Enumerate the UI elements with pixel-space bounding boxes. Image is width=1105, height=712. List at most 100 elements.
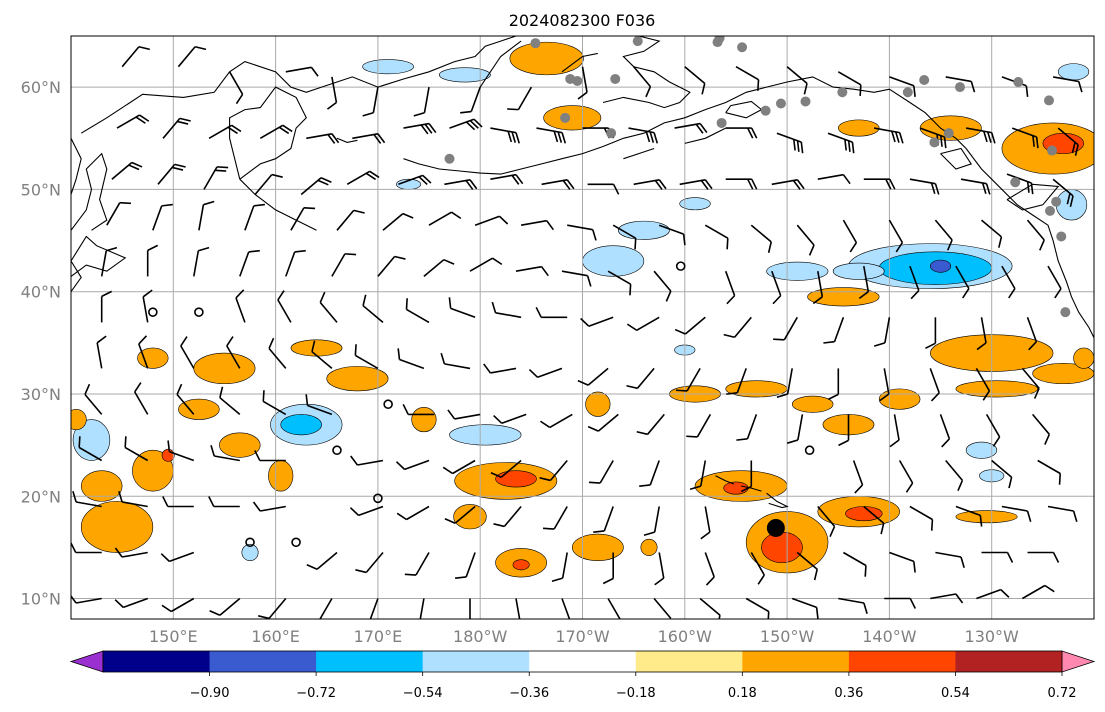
wind-barb — [515, 265, 549, 277]
station-layer — [444, 36, 1071, 318]
coastline — [715, 475, 735, 485]
contour-region — [832, 262, 885, 280]
coastline — [643, 76, 1094, 338]
coastline — [740, 485, 762, 492]
wind-barb — [290, 206, 316, 231]
wind-barb — [402, 404, 435, 416]
wind-barb — [349, 505, 384, 517]
wind-barb-layer — [71, 46, 1083, 619]
coastline — [336, 137, 358, 143]
wind-barb — [72, 491, 102, 508]
colorbar-tick-label: 0.72 — [1048, 686, 1077, 701]
lon-label: 160°E — [251, 627, 300, 646]
wind-barb — [873, 317, 891, 347]
wind-barb — [398, 174, 432, 186]
contour-region — [543, 105, 602, 131]
wind-barb — [1001, 265, 1016, 299]
wind-barb — [863, 178, 896, 190]
wind-barb — [350, 455, 384, 466]
wind-barb — [551, 552, 568, 583]
wind-barb — [750, 552, 765, 585]
colorbar-tick-label: 0.54 — [941, 686, 970, 701]
colorbar-over-triangle — [1061, 650, 1096, 673]
wind-barb — [626, 367, 655, 390]
colorbar-segment — [529, 651, 637, 672]
wind-barb — [935, 551, 965, 568]
wind-barb — [626, 316, 660, 331]
wind-barb — [726, 368, 747, 395]
wind-barb — [745, 597, 770, 619]
wind-barb — [1021, 367, 1040, 399]
colorbar-tick-label: −0.18 — [616, 686, 656, 701]
wind-barb — [440, 352, 471, 370]
wind-barb — [395, 459, 430, 471]
calm-wind-marker — [383, 399, 393, 410]
wind-barb — [991, 459, 1013, 489]
wind-barb — [724, 270, 736, 305]
wind-barb — [771, 270, 782, 305]
wind-barb — [879, 368, 890, 402]
wind-barb — [965, 127, 996, 144]
lat-label: 10°N — [21, 590, 61, 609]
wind-barb — [540, 413, 573, 429]
wind-barb — [405, 298, 430, 324]
contour-region — [453, 504, 487, 530]
wind-barb — [852, 460, 864, 494]
station-marker — [760, 105, 771, 116]
coastline — [80, 36, 517, 134]
wind-barb — [577, 367, 609, 386]
contour-region — [290, 339, 343, 357]
contour-region — [878, 388, 921, 410]
contour-region — [930, 259, 952, 273]
wind-barb — [469, 257, 503, 272]
wind-barb — [723, 316, 752, 338]
wind-barb — [960, 178, 991, 195]
contour-region — [1032, 363, 1094, 385]
wind-barb — [396, 505, 430, 521]
contour-region — [955, 510, 1018, 524]
wind-barb — [653, 270, 672, 302]
station-marker — [560, 112, 571, 123]
wind-barb — [699, 597, 721, 619]
wind-barb — [203, 166, 229, 190]
colorbar-segment — [635, 651, 743, 672]
wind-barb — [704, 224, 729, 250]
wind-barb — [346, 170, 380, 185]
coastline — [684, 127, 726, 144]
wind-barb — [975, 367, 991, 401]
wind-barb — [674, 122, 708, 134]
contour-region — [193, 352, 256, 385]
contour-region — [955, 380, 1039, 398]
wind-barb — [161, 597, 195, 613]
wind-barb — [254, 173, 283, 196]
contour-region — [80, 501, 154, 553]
wind-barb — [124, 436, 149, 462]
wind-barb — [444, 505, 476, 524]
station-marker — [1045, 205, 1056, 216]
wind-barb — [636, 413, 665, 436]
station-marker — [954, 82, 965, 93]
station-marker — [530, 38, 541, 49]
contour-region — [640, 538, 658, 556]
wind-barb — [633, 178, 667, 190]
wind-barb — [138, 335, 149, 369]
wind-barb — [567, 224, 597, 241]
wind-barb — [428, 211, 462, 226]
wind-barb — [209, 597, 241, 616]
wind-barb — [985, 413, 1001, 447]
wind-barb — [198, 200, 215, 231]
wind-barb — [176, 383, 195, 415]
wind-barb — [587, 183, 620, 195]
wind-barb — [490, 173, 524, 185]
wind-barb — [460, 86, 481, 114]
wind-barb — [827, 368, 840, 401]
contour-region — [326, 366, 389, 392]
wind-barb — [493, 413, 527, 425]
contour-region — [618, 220, 670, 240]
wind-barb — [771, 178, 805, 190]
wind-barb — [100, 246, 118, 277]
wind-barb — [889, 414, 900, 448]
coastline — [71, 152, 108, 231]
coastline — [623, 147, 655, 160]
contour-region — [438, 67, 491, 83]
